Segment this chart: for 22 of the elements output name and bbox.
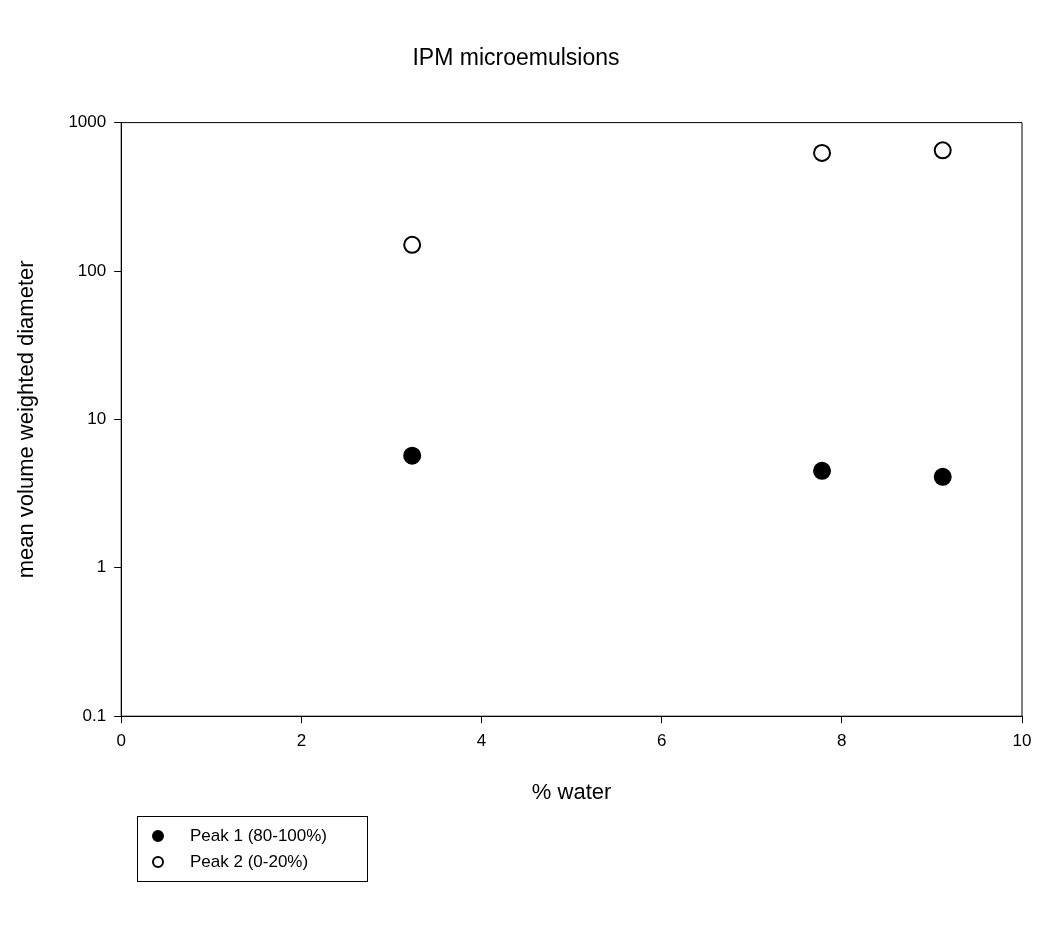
- x-tick-label: 2: [296, 731, 307, 751]
- legend-label: Peak 1 (80-100%): [190, 825, 328, 847]
- point: [403, 446, 422, 465]
- y-tick-label: 0.1: [82, 705, 107, 725]
- point: [813, 143, 832, 162]
- y-tick-label: 100: [77, 260, 107, 280]
- x-tick-label: 6: [656, 731, 667, 751]
- y-tick-label: 1: [96, 557, 107, 577]
- point: [813, 461, 832, 480]
- y-tick-label: 10: [87, 409, 107, 429]
- chart-title: IPM microemulsions: [412, 44, 620, 71]
- x-axis-title: % water: [531, 778, 612, 804]
- point: [933, 467, 952, 486]
- y-axis-title: mean volume weighted diameter: [13, 260, 39, 579]
- x-tick-label: 10: [1012, 731, 1032, 751]
- x-tick-label: 4: [476, 731, 487, 751]
- legend-label: Peak 2 (0-20%): [190, 851, 309, 873]
- x-tick-label: 0: [116, 731, 126, 751]
- x-tick-label: 8: [837, 731, 847, 751]
- y-tick-label: 1000: [68, 112, 107, 132]
- point: [933, 141, 952, 160]
- point: [403, 235, 422, 254]
